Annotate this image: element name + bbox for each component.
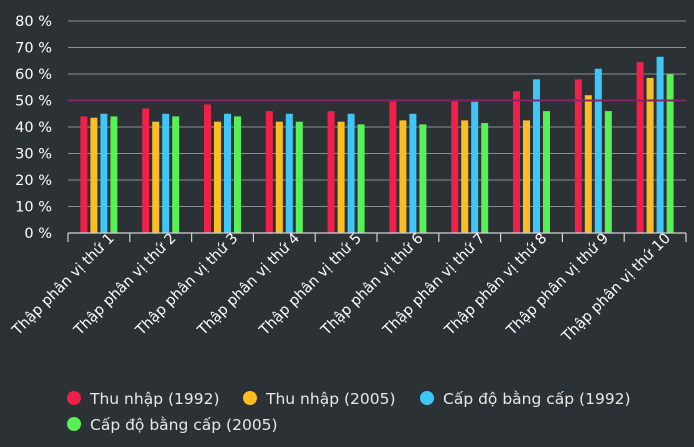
bar bbox=[584, 95, 592, 233]
y-tick-label: 0 % bbox=[24, 226, 52, 242]
y-axis-tick-labels: 0 % 10 % 20 % 30 % 40 % 50 % 60 % 70 % 80 % bbox=[15, 14, 52, 242]
y-tick-label: 40 % bbox=[15, 120, 52, 136]
bar bbox=[594, 68, 602, 233]
bar bbox=[656, 56, 664, 234]
x-tick-label: Thập phân vị thứ 1 bbox=[9, 231, 118, 340]
x-tick-label: Thập phân vị thứ 3 bbox=[132, 231, 241, 340]
legend-marker bbox=[67, 417, 81, 431]
bar bbox=[513, 91, 520, 233]
bar bbox=[214, 121, 221, 233]
bar bbox=[110, 116, 118, 233]
bar bbox=[357, 124, 365, 233]
y-tick-label: 60 % bbox=[15, 67, 52, 83]
legend-label: Thu nhập (2005) bbox=[265, 390, 396, 408]
bar bbox=[471, 101, 479, 233]
y-tick-label: 10 % bbox=[15, 200, 52, 216]
x-tick-label: Thập phân vị thứ 2 bbox=[71, 231, 180, 340]
y-tick-label: 50 % bbox=[15, 94, 52, 110]
bar bbox=[399, 120, 407, 233]
bar bbox=[337, 121, 345, 233]
bar bbox=[172, 116, 180, 233]
bar bbox=[461, 120, 469, 233]
y-tick-label: 20 % bbox=[15, 173, 52, 189]
bar bbox=[409, 113, 417, 233]
bar bbox=[80, 116, 88, 233]
bar bbox=[152, 121, 160, 233]
bar bbox=[481, 123, 489, 233]
bar bbox=[646, 77, 654, 233]
legend-label: Thu nhập (1992) bbox=[89, 390, 220, 408]
x-axis bbox=[67, 232, 687, 242]
bar bbox=[275, 121, 283, 233]
x-tick-label: Thập phân vị thứ 7 bbox=[380, 231, 489, 340]
bar bbox=[543, 111, 550, 233]
bar bbox=[604, 111, 612, 233]
x-tick-label: Thập phân vị thứ 4 bbox=[194, 231, 303, 340]
gridlines bbox=[68, 20, 686, 234]
bar bbox=[347, 113, 355, 233]
bar bbox=[523, 120, 530, 233]
legend: Thu nhập (1992) Thu nhập (2005) Cấp độ bằn… bbox=[67, 390, 631, 434]
bar bbox=[285, 113, 293, 233]
bar bbox=[162, 113, 170, 233]
bar bbox=[234, 116, 241, 233]
legend-marker bbox=[243, 391, 257, 405]
legend-marker bbox=[67, 391, 81, 405]
bar bbox=[389, 100, 397, 233]
x-tick-label: Thập phân vị thứ 6 bbox=[318, 231, 427, 340]
x-tick-label: Thập phân vị thứ 9 bbox=[503, 231, 612, 340]
bar bbox=[574, 79, 582, 233]
bar bbox=[666, 74, 674, 233]
bar bbox=[204, 104, 211, 233]
bar bbox=[265, 111, 273, 233]
bar bbox=[295, 121, 303, 233]
bar bbox=[327, 111, 335, 233]
bar bbox=[224, 113, 231, 233]
x-tick-label: Thập phân vị thứ 8 bbox=[441, 231, 550, 340]
legend-label: Cấp độ bằng cấp (2005) bbox=[90, 416, 278, 434]
legend-marker bbox=[420, 391, 434, 405]
y-tick-label: 70 % bbox=[15, 41, 52, 57]
bar bbox=[451, 100, 459, 233]
bar bbox=[419, 124, 427, 233]
bar bbox=[142, 108, 150, 233]
bar bbox=[533, 79, 540, 233]
bar bbox=[90, 117, 98, 233]
x-tick-label: Thập phân vị thứ 10 bbox=[559, 231, 674, 346]
y-tick-label: 30 % bbox=[15, 147, 52, 163]
bars bbox=[80, 56, 674, 234]
y-tick-label: 80 % bbox=[15, 14, 52, 30]
bar bbox=[100, 113, 108, 233]
bar bbox=[636, 62, 644, 234]
x-tick-label: Thập phân vị thứ 5 bbox=[256, 231, 365, 340]
legend-label: Cấp độ bằng cấp (1992) bbox=[443, 390, 631, 408]
